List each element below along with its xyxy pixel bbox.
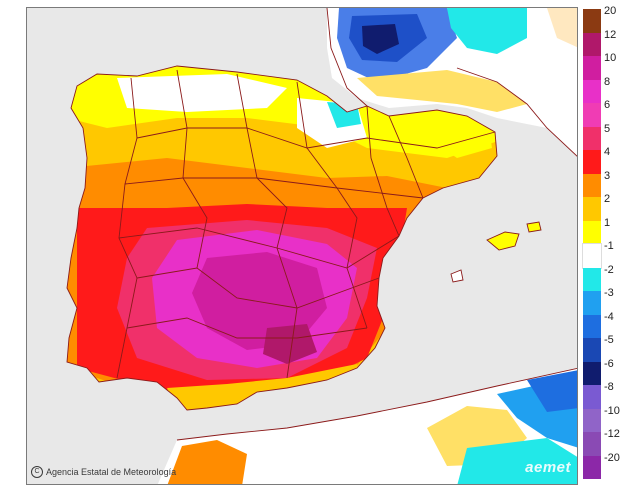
island-menorca	[527, 222, 541, 232]
legend-swatch	[583, 150, 601, 174]
iberia-anomaly-field	[67, 66, 497, 410]
legend-swatch	[583, 408, 601, 432]
legend-swatch	[583, 314, 601, 338]
legend-swatch	[583, 56, 601, 80]
legend-label: -5	[604, 334, 614, 346]
legend-label: -2	[604, 263, 614, 276]
legend-swatch	[583, 361, 601, 385]
legend-swatch	[583, 385, 601, 409]
legend-swatch	[583, 432, 601, 456]
legend-swatch	[583, 338, 601, 362]
legend-label: 4	[604, 146, 611, 158]
map-canvas	[27, 8, 577, 484]
legend-swatch	[582, 243, 602, 269]
legend-label: 20	[604, 5, 617, 17]
legend-label: 5	[604, 122, 611, 135]
legend-label: 1	[604, 216, 611, 229]
legend-swatch	[583, 291, 601, 315]
legend-swatch	[583, 220, 601, 244]
legend-label: -8	[604, 381, 614, 393]
legend-swatch	[583, 126, 601, 150]
cyan-patch-africa	[457, 438, 577, 484]
legend-label: -1	[604, 240, 614, 252]
border-lines	[66, 8, 577, 441]
color-legend: 20 12 10 8 6 5 4 3 2 1 -1 -2 -3 -4 -5 -6 -8 -10 -12 -20	[582, 5, 628, 479]
legend-label: 3	[604, 169, 611, 182]
legend-label: -10	[604, 404, 620, 417]
cold-core-africa	[527, 370, 577, 412]
legend-label: -12	[604, 428, 620, 440]
legend-label: -4	[604, 310, 614, 323]
legend-swatch	[583, 103, 601, 127]
legend-swatch	[583, 197, 601, 221]
legend-label: -20	[604, 451, 620, 464]
legend-label: -6	[604, 357, 614, 370]
legend-label: 2	[604, 193, 611, 205]
legend-label: 12	[604, 28, 617, 41]
legend-label: 8	[604, 75, 611, 88]
legend-label: -3	[604, 287, 614, 299]
credit-label: C Agencia Estatal de Meteorología	[31, 466, 176, 478]
legend-label: 10	[604, 52, 617, 64]
legend-swatch	[583, 267, 601, 291]
copyright-icon: C	[31, 466, 43, 478]
aemet-logo: aemet	[525, 459, 571, 476]
legend-swatch	[583, 455, 601, 479]
anomaly-map: C Agencia Estatal de Meteorología aemet	[26, 7, 578, 485]
credit-text: Agencia Estatal de Meteorología	[46, 467, 177, 477]
legend-swatch	[583, 9, 601, 33]
legend-swatch	[583, 173, 601, 197]
warm-anomaly-africa	[167, 440, 247, 484]
warm-band-france	[357, 70, 527, 112]
legend-swatch	[583, 79, 601, 103]
cyan-anomaly-france	[447, 8, 527, 54]
legend-swatch	[583, 32, 601, 56]
alps-region	[547, 8, 577, 48]
legend-label: 6	[604, 99, 611, 111]
cold-anomaly-center	[362, 24, 399, 54]
